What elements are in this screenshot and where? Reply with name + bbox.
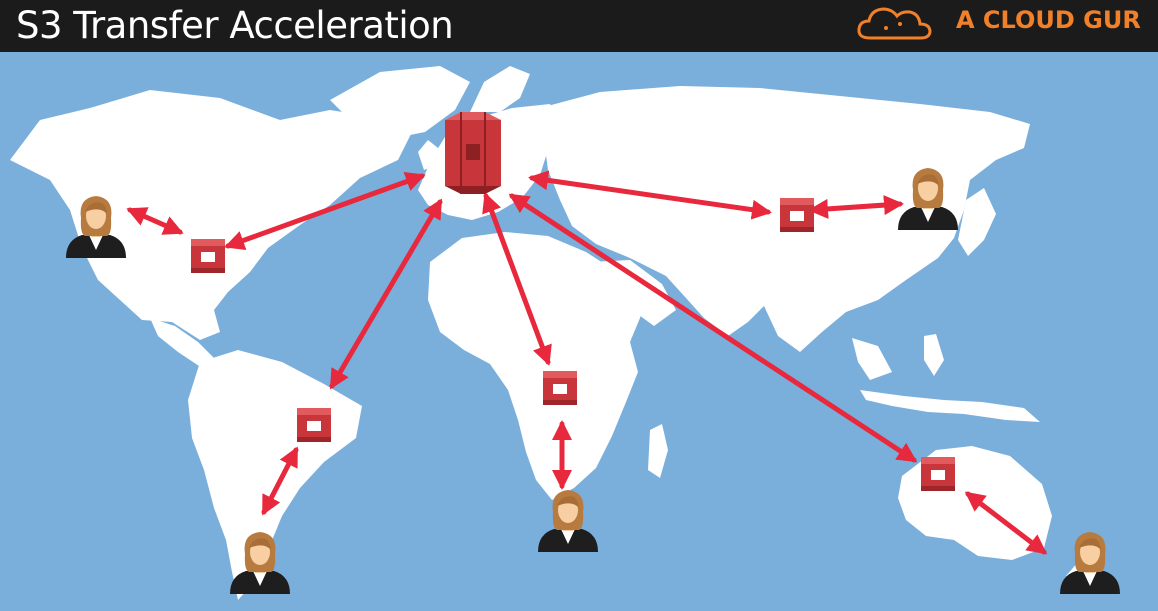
scandinavia bbox=[470, 66, 530, 112]
arrow-bucket-aus-edge bbox=[508, 193, 918, 463]
arrow-aus-edge-user bbox=[964, 491, 1048, 555]
edge-location-icon bbox=[780, 198, 814, 232]
diagram-canvas bbox=[0, 52, 1158, 607]
edge-location-icon bbox=[543, 371, 577, 405]
central-america bbox=[150, 318, 214, 368]
transfer-arrows bbox=[126, 170, 1048, 555]
arrow-sa-edge-user bbox=[261, 446, 299, 516]
s3-bucket-icon bbox=[445, 112, 501, 194]
uk bbox=[418, 140, 438, 170]
arrow-bucket-sa-edge bbox=[329, 198, 443, 390]
arrow-us-edge-bucket bbox=[224, 172, 426, 250]
edge-location-icon bbox=[921, 457, 955, 491]
japan bbox=[958, 188, 996, 256]
philippines bbox=[924, 334, 944, 376]
arrow-us-user-edge bbox=[126, 207, 184, 235]
cloud-logo-icon bbox=[857, 7, 932, 40]
edge-location-icon bbox=[191, 239, 225, 273]
brand-name: A CLOUD GUR bbox=[956, 6, 1141, 34]
world-map-diagram bbox=[0, 52, 1158, 607]
iceland bbox=[372, 112, 398, 130]
title-bar: S3 Transfer Acceleration A CLOUD GUR bbox=[0, 0, 1158, 52]
greenland bbox=[330, 66, 470, 138]
edge-location-icon bbox=[297, 408, 331, 442]
slide-title: S3 Transfer Acceleration bbox=[16, 4, 454, 47]
north-america bbox=[10, 90, 412, 340]
